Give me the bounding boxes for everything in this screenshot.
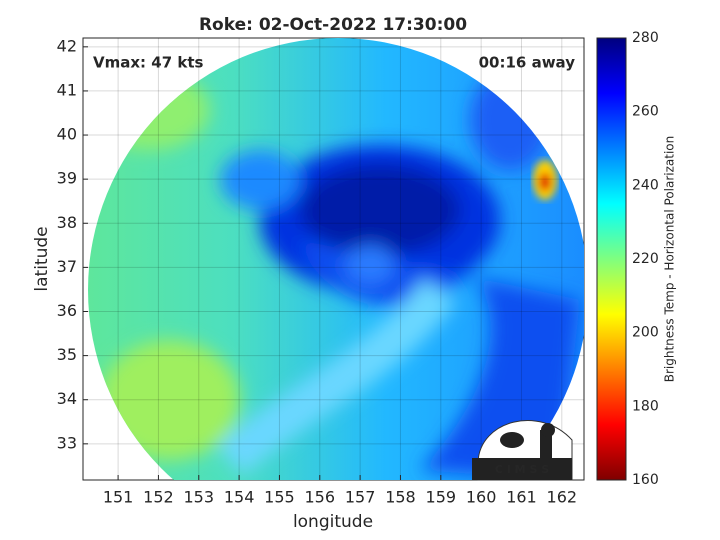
logo-text: C I M S S [495,463,549,476]
x-tick-label: 155 [264,488,295,507]
logo: C I M S S [472,419,573,481]
y-tick-label: 35 [57,345,77,364]
y-axis-label: latitude [32,226,52,291]
y-tick-label: 34 [57,389,77,408]
x-axis-label: longitude [293,512,373,532]
colorbar-tick-label: 240 [632,177,659,193]
y-tick-label: 33 [57,433,77,452]
y-tick-label: 41 [57,80,77,99]
colorbar-tick-label: 160 [632,472,659,488]
colorbar-tick-label: 220 [632,251,659,267]
axes: 151 152 153 154 155 156 157 158 159 160 161 162 33 34… [57,30,659,507]
x-tick-label: 153 [183,488,214,507]
colorbar [596,37,627,481]
x-tick-label: 160 [466,488,497,507]
colorbar-tick-label: 180 [632,398,659,414]
x-tick-label: 152 [143,488,174,507]
y-tick-label: 36 [57,301,77,320]
y-tick-label: 40 [57,125,77,144]
x-tick-label: 156 [305,488,336,507]
satellite-image [88,38,584,480]
y-tick-label: 39 [57,169,77,188]
annotation: 00:16 away [479,54,576,72]
x-tick-label: 157 [345,488,376,507]
x-tick-label: 159 [426,488,457,507]
x-tick-label: 162 [547,488,578,507]
x-tick-label: 151 [103,488,134,507]
x-tick-label: 158 [385,488,416,507]
colorbar-tick-label: 260 [632,104,659,120]
x-tick-label: 161 [506,488,537,507]
y-tick-label: 42 [57,36,77,55]
colorbar-tick-label: 280 [632,30,659,46]
annotation: Vmax: 47 kts [93,54,203,72]
y-tick-label: 38 [57,213,77,232]
chart-title: Roke: 02-Oct-2022 17:30:00 [199,15,467,35]
colorbar-label: Brightness Temp - Horizontal Polarizatio… [663,136,677,383]
colorbar-tick-label: 200 [632,325,659,341]
x-tick-label: 154 [224,488,255,507]
y-tick-label: 37 [57,257,77,276]
grid [83,38,584,480]
